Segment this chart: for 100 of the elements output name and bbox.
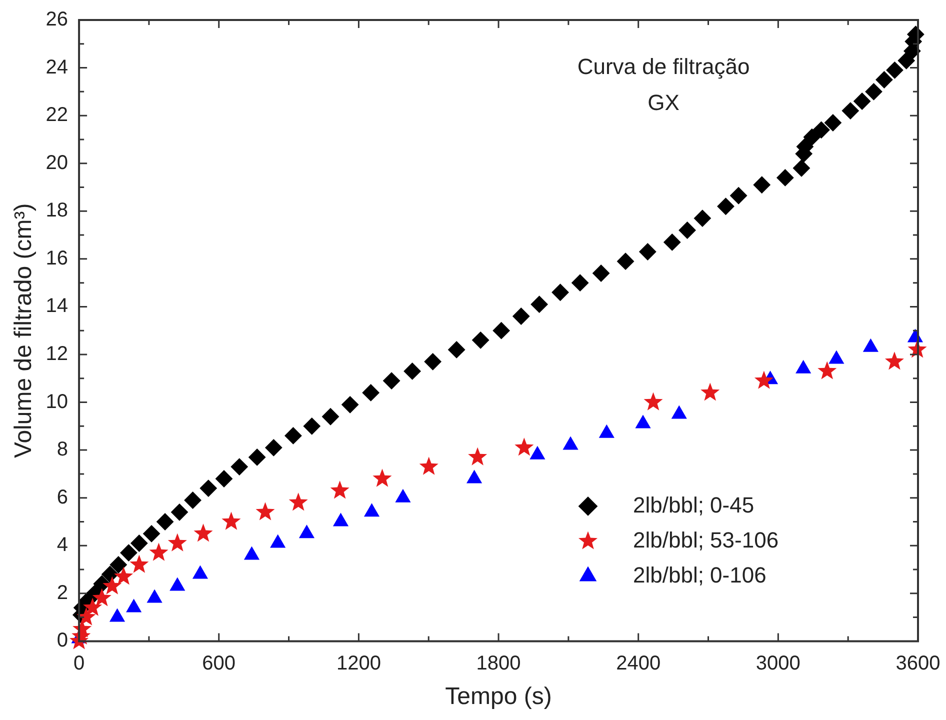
point (270, 534, 286, 548)
y-tick-label: 14 (46, 295, 68, 318)
point (468, 447, 488, 466)
point (592, 264, 610, 282)
point (812, 121, 830, 138)
point (256, 502, 275, 520)
point (636, 415, 650, 428)
point (76, 607, 96, 626)
legend-label: 2lb/bbl; 0-106 (633, 562, 766, 588)
point (200, 480, 217, 497)
point (803, 128, 820, 146)
point (753, 176, 770, 194)
point (563, 436, 578, 450)
point (299, 525, 314, 538)
point (717, 198, 734, 215)
point (192, 566, 208, 579)
point (168, 533, 187, 552)
x-tick-label: 3000 (756, 652, 800, 675)
point (265, 439, 282, 456)
point (248, 448, 266, 466)
point (222, 512, 241, 530)
point (110, 608, 125, 622)
point (102, 576, 122, 594)
point (396, 489, 410, 502)
legend-label: 2lb/bbl; 53-106 (633, 527, 779, 552)
x-tick-label: 0 (73, 652, 85, 675)
y-tick-label: 10 (46, 390, 68, 413)
y-tick-label: 20 (46, 152, 68, 174)
x-tick-label: 1200 (336, 652, 381, 675)
point (184, 492, 202, 509)
x-tick-label: 600 (202, 652, 236, 675)
y-tick-label: 0 (56, 630, 68, 652)
point (419, 456, 438, 475)
y-tick-label: 18 (46, 200, 68, 222)
point (730, 187, 748, 204)
point (672, 406, 687, 419)
point (599, 424, 614, 438)
point (362, 384, 380, 402)
point (303, 418, 320, 435)
point (333, 513, 348, 526)
point (130, 554, 149, 573)
point (886, 62, 904, 79)
point (383, 372, 400, 390)
point (170, 578, 185, 591)
point (130, 534, 148, 552)
point (120, 544, 138, 562)
point (884, 352, 904, 370)
y-axis-title: Volume de filtrado (cm³) (10, 203, 38, 458)
point (156, 513, 174, 530)
point (530, 446, 545, 460)
text: GX (648, 90, 680, 116)
point (143, 525, 160, 542)
point (514, 438, 534, 456)
point (126, 599, 142, 612)
y-tick-label: 2 (56, 582, 68, 604)
point (364, 504, 380, 517)
point (842, 102, 859, 120)
point (372, 468, 392, 487)
point (694, 210, 711, 227)
point (492, 322, 510, 340)
point (754, 370, 774, 389)
y-tick-label: 4 (56, 534, 68, 556)
point (114, 566, 134, 585)
point (824, 114, 842, 132)
x-tick-label: 2400 (616, 652, 661, 675)
legend-label: 2lb/bbl; 0-45 (633, 492, 754, 518)
point (472, 332, 490, 349)
point (876, 71, 893, 88)
point (664, 234, 681, 251)
point (288, 492, 308, 511)
point (792, 160, 810, 177)
point (700, 382, 720, 401)
point (512, 308, 530, 325)
point (617, 252, 634, 270)
point (572, 274, 589, 292)
point (83, 598, 102, 616)
point (284, 427, 302, 444)
point (898, 52, 915, 70)
point (678, 222, 696, 239)
y-tick-label: 26 (46, 8, 68, 31)
point (170, 504, 188, 521)
point (424, 353, 442, 370)
point (244, 546, 260, 560)
y-tick-label: 22 (46, 104, 68, 126)
point (147, 590, 162, 603)
point (639, 243, 656, 260)
point (818, 361, 837, 380)
point (776, 169, 794, 186)
point (552, 284, 569, 301)
point (330, 480, 350, 499)
point (644, 392, 663, 410)
point (466, 470, 482, 484)
point (322, 408, 339, 426)
point (448, 341, 466, 358)
text: Curva de filtração (577, 54, 750, 80)
point (230, 458, 248, 476)
point (194, 524, 213, 542)
x-axis-title: Tempo (s) (445, 683, 552, 710)
point (404, 362, 421, 380)
point (149, 542, 168, 561)
